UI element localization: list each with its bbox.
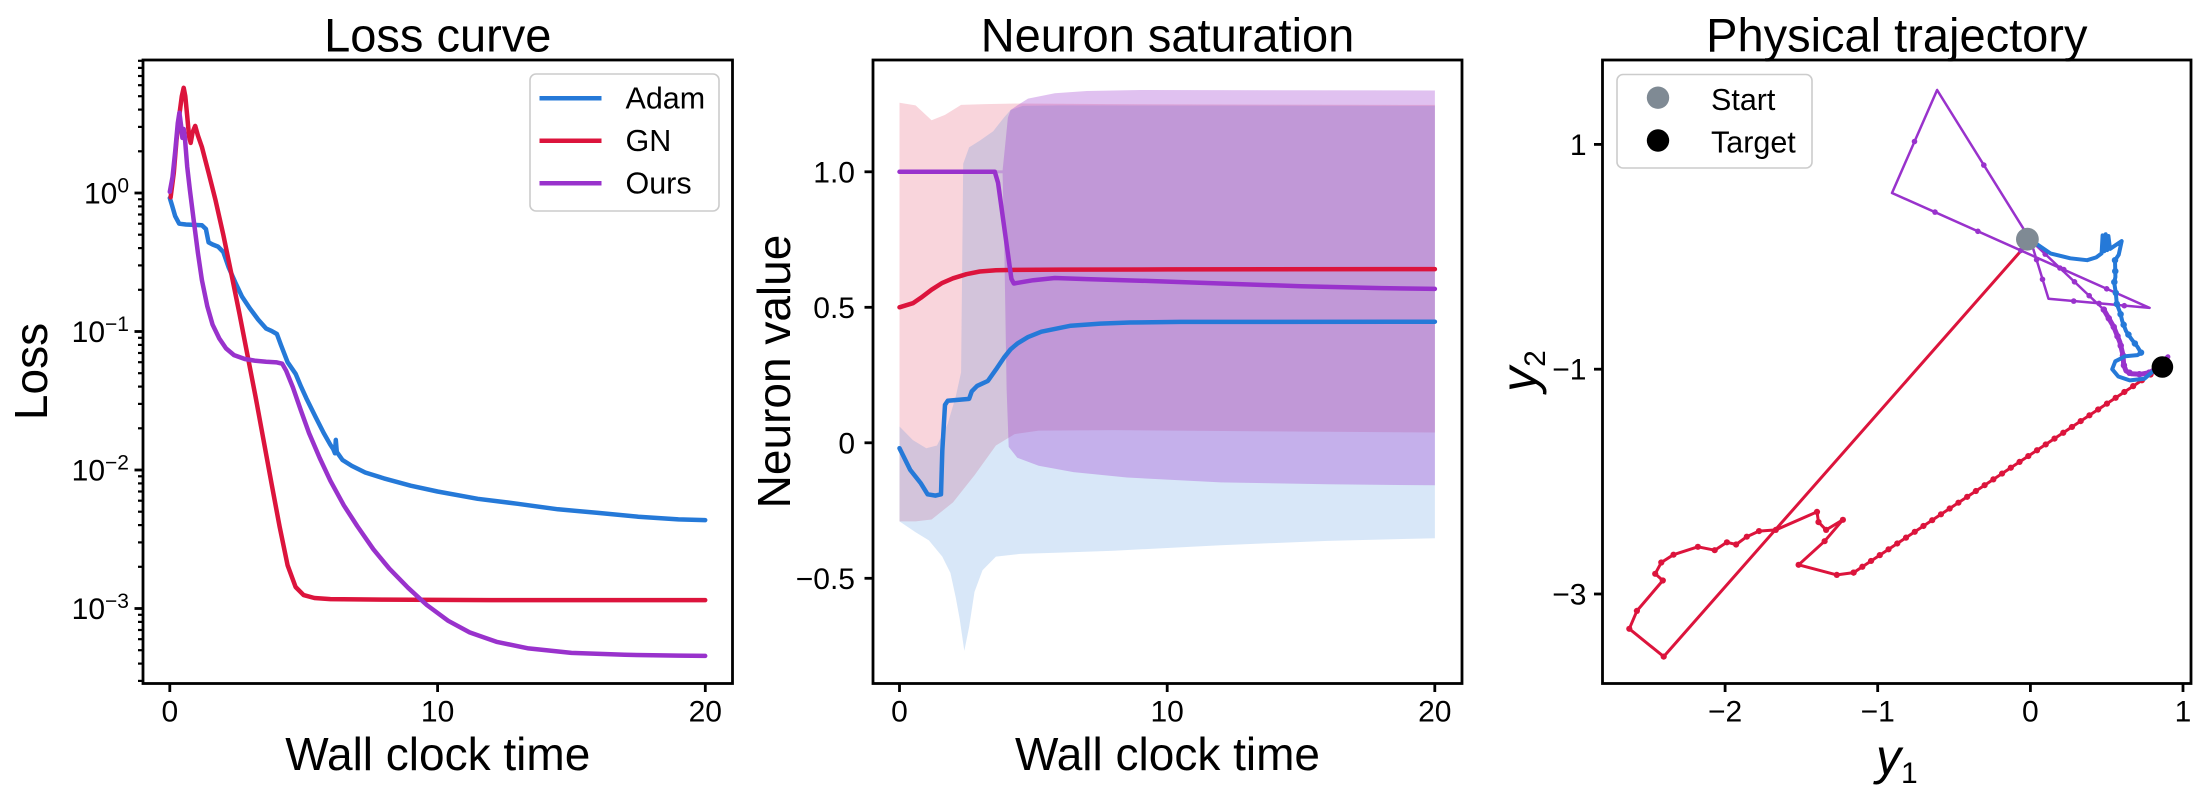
svg-text:1: 1 [2175, 696, 2192, 729]
svg-text:20: 20 [689, 696, 722, 729]
svg-text:Neuron value: Neuron value [748, 235, 800, 509]
svg-text:Wall clock time: Wall clock time [1015, 728, 1320, 780]
svg-text:−1: −1 [1861, 696, 1895, 729]
svg-text:1: 1 [1570, 129, 1587, 162]
svg-text:−0.5: −0.5 [796, 563, 855, 596]
svg-text:−1: −1 [1552, 354, 1586, 387]
svg-text:10−1: 10−1 [72, 313, 129, 349]
svg-text:0: 0 [161, 696, 178, 729]
svg-text:Loss: Loss [5, 323, 57, 420]
svg-text:1.0: 1.0 [813, 156, 855, 189]
svg-text:10: 10 [1151, 696, 1184, 729]
svg-text:10−2: 10−2 [72, 452, 129, 488]
svg-text:0: 0 [891, 696, 908, 729]
svg-text:−3: −3 [1552, 579, 1586, 612]
svg-text:20: 20 [1418, 696, 1451, 729]
svg-text:GN: GN [626, 124, 672, 158]
svg-text:−2: −2 [1708, 696, 1742, 729]
svg-text:Adam: Adam [626, 82, 706, 116]
svg-text:Ours: Ours [626, 167, 692, 201]
svg-text:0.5: 0.5 [813, 292, 855, 325]
svg-text:Loss curve: Loss curve [324, 9, 551, 62]
svg-text:10: 10 [421, 696, 454, 729]
svg-text:Target: Target [1711, 126, 1796, 160]
svg-text:Wall clock time: Wall clock time [285, 728, 590, 780]
svg-text:Neuron saturation: Neuron saturation [981, 9, 1355, 62]
svg-text:0: 0 [2022, 696, 2039, 729]
svg-text:Start: Start [1711, 83, 1776, 117]
svg-text:Physical trajectory: Physical trajectory [1706, 9, 2088, 62]
svg-text:0: 0 [838, 427, 855, 460]
